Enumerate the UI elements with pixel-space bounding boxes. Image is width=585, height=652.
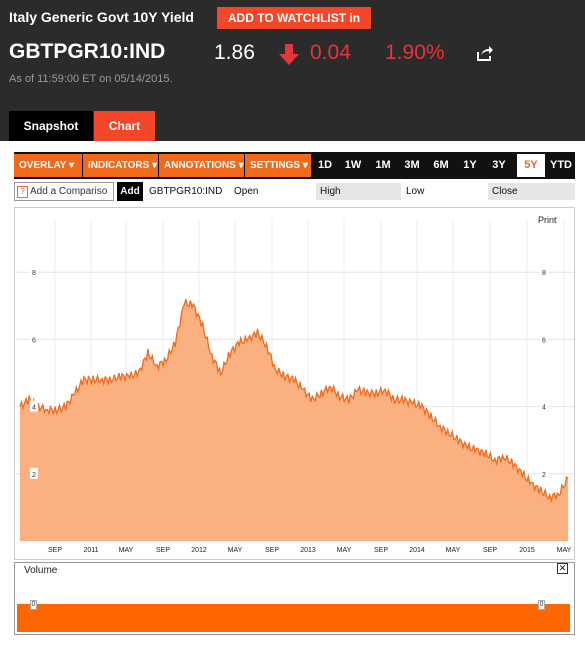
volume-panel <box>14 562 575 635</box>
as-of-timestamp: As of 11:59:00 ET on 05/14/2015. <box>9 73 173 85</box>
chart-panel <box>14 207 575 560</box>
y-tick-label: 4 <box>542 405 546 412</box>
x-tick-label: SEP <box>48 547 62 554</box>
y-tick-box <box>30 400 38 412</box>
close-icon[interactable]: ✕ <box>557 563 568 574</box>
page-title: Italy Generic Govt 10Y Yield <box>9 9 194 25</box>
x-tick-label: 2015 <box>519 547 535 554</box>
share-icon[interactable] <box>476 44 494 62</box>
x-tick-label: MAY <box>119 547 134 554</box>
add-compare-button[interactable]: Add <box>117 182 143 201</box>
y-tick-label: 4 <box>32 405 36 412</box>
y-tick-box <box>540 266 548 278</box>
settings-menu[interactable]: SETTINGS ▾ <box>245 154 311 177</box>
help-icon[interactable]: ? <box>17 186 28 198</box>
open-field: Open <box>234 186 259 197</box>
x-tick-label: 2012 <box>191 547 207 554</box>
x-tick-label: 2013 <box>300 547 316 554</box>
range-6m[interactable]: 6M <box>433 159 449 171</box>
x-tick-label: SEP <box>156 547 170 554</box>
close-field: Close <box>488 183 575 200</box>
tab-chart[interactable]: Chart <box>94 111 155 141</box>
y-tick-label: 6 <box>542 337 546 344</box>
x-tick-label: MAY <box>446 547 461 554</box>
quote-header: Italy Generic Govt 10Y Yield ADD TO WATC… <box>0 0 585 141</box>
volume-bar <box>17 604 570 632</box>
price-change: 0.04 <box>310 41 351 64</box>
compare-input[interactable]: ? Add a Compariso <box>14 182 114 201</box>
x-tick-label: MAY <box>337 547 352 554</box>
y-tick-box <box>30 467 38 479</box>
y-tick-box <box>30 266 38 278</box>
x-tick-label: MAY <box>228 547 243 554</box>
y-tick-box <box>540 400 548 412</box>
ticker-symbol: GBTPGR10:IND <box>9 40 166 63</box>
yield-line <box>19 298 569 504</box>
last-price: 1.86 <box>214 41 255 64</box>
y-tick-label: 8 <box>32 270 36 277</box>
y-tick-label: 2 <box>32 472 36 479</box>
x-tick-label: SEP <box>265 547 279 554</box>
compare-row: ? Add a Compariso Add GBTPGR10:IND Open … <box>14 181 575 202</box>
compare-placeholder: Add a Compariso <box>30 186 108 197</box>
y-tick-box <box>540 467 548 479</box>
x-tick-label: SEP <box>483 547 497 554</box>
range-3y[interactable]: 3Y <box>492 159 506 171</box>
x-tick-label: 2014 <box>409 547 425 554</box>
low-field: Low <box>406 186 425 197</box>
annotations-menu[interactable]: ANNOTATIONS ▾ <box>159 154 244 177</box>
range-ytd[interactable]: YTD <box>550 159 572 171</box>
down-arrow-icon <box>279 44 299 65</box>
y-tick-box <box>30 333 38 345</box>
chart-toolbar: OVERLAY ▾ INDICATORS ▾ ANNOTATIONS ▾ SET… <box>14 152 575 179</box>
tab-snapshot[interactable]: Snapshot <box>9 111 93 141</box>
range-5y[interactable]: 5Y <box>517 154 545 177</box>
x-tick-label: 2011 <box>83 547 98 554</box>
y-tick-label: 8 <box>542 270 546 277</box>
volume-tick-right: 0 <box>538 600 545 610</box>
high-field: High <box>316 183 401 200</box>
y-tick-label: 2 <box>542 472 546 479</box>
range-1d[interactable]: 1D <box>317 159 333 171</box>
overlay-menu[interactable]: OVERLAY ▾ <box>14 154 82 177</box>
add-to-watchlist-button[interactable]: ADD TO WATCHLIST in <box>217 7 371 29</box>
y-tick-label: 6 <box>32 337 36 344</box>
y-tick-box <box>540 333 548 345</box>
yield-area <box>20 299 568 541</box>
range-1y[interactable]: 1Y <box>463 159 477 171</box>
price-change-percent: 1.90% <box>385 41 445 64</box>
x-tick-label: MAY <box>557 547 572 554</box>
range-1w[interactable]: 1W <box>344 159 362 171</box>
volume-label: Volume <box>24 565 58 576</box>
range-1m[interactable]: 1M <box>375 159 391 171</box>
x-tick-label: SEP <box>374 547 388 554</box>
volume-tick-left: 0 <box>30 600 37 610</box>
symbol-field: GBTPGR10:IND <box>149 186 223 197</box>
print-button[interactable]: Print <box>538 215 557 225</box>
indicators-menu[interactable]: INDICATORS ▾ <box>83 154 158 177</box>
range-3m[interactable]: 3M <box>404 159 420 171</box>
